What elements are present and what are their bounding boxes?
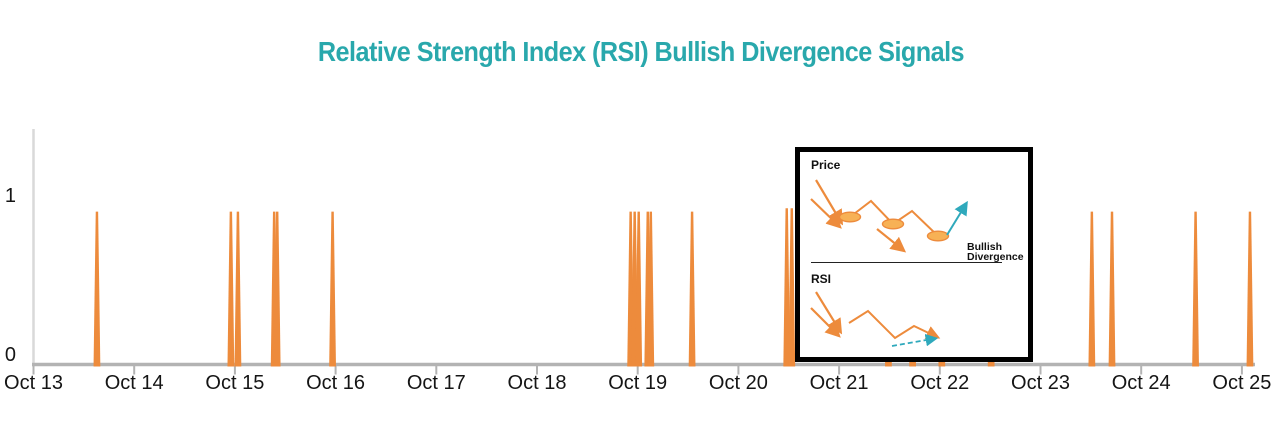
x-tick-label: Oct 17	[406, 372, 466, 394]
price-breakout-arrow	[946, 200, 968, 236]
inset-svg: Price Bullish Divergence RSI	[810, 158, 1024, 347]
signal-spike	[329, 211, 336, 367]
signal-spike	[234, 211, 242, 367]
x-tick-label: Oct 21	[809, 372, 869, 394]
signal-spike	[783, 208, 791, 367]
signal-spike	[1108, 211, 1116, 367]
signal-spike	[635, 211, 643, 367]
x-tick-label: Oct 15	[205, 372, 265, 394]
x-tick-label: Oct 19	[608, 372, 668, 394]
y-tick-label: 0	[4, 344, 16, 366]
signal-spike	[1246, 211, 1254, 367]
signal-spike	[227, 211, 235, 367]
signal-spike	[1192, 211, 1199, 367]
y-tick-label: 1	[4, 185, 16, 207]
price-zigzag-line	[849, 199, 939, 237]
x-tick-label: Oct 25	[1212, 372, 1272, 394]
bullish-divergence-inset: Price Bullish Divergence RSI	[795, 147, 1033, 362]
rsi-momentum-arrow-2	[810, 307, 841, 338]
price-momentum-arrow-3	[876, 228, 907, 253]
divergence-ellipse-2	[881, 218, 905, 230]
divergence-ellipse-3	[926, 230, 950, 242]
bullish-divergence-label-line1: Bullish	[967, 241, 1002, 253]
signal-spike	[93, 211, 101, 367]
x-tick-label: Oct 22	[910, 372, 970, 394]
signal-spike	[788, 208, 796, 367]
bullish-divergence-label-line2: Divergence	[967, 251, 1024, 263]
price-momentum-arrow-2	[810, 198, 842, 229]
signal-spike	[688, 211, 696, 367]
x-tick-label: Oct 18	[507, 372, 567, 394]
signal-spike	[273, 211, 281, 367]
signal-spike	[647, 211, 655, 367]
x-tick-label: Oct 23	[1011, 372, 1070, 394]
x-tick-label: Oct 24	[1111, 372, 1171, 394]
divergence-ellipse-1	[838, 211, 862, 223]
rsi-label: RSI	[811, 272, 831, 286]
chart-title: Relative Strength Index (RSI) Bullish Di…	[0, 36, 1281, 68]
x-tick-label: Oct 14	[104, 372, 164, 394]
signal-spike	[1088, 211, 1096, 367]
rsi-higher-low-trend-arrow	[891, 333, 939, 347]
x-tick-label: Oct 16	[306, 372, 366, 394]
x-tick-label: Oct 13	[4, 372, 63, 394]
rsi-zigzag-line	[848, 309, 941, 340]
price-label: Price	[811, 158, 841, 172]
chart-title-text: Relative Strength Index (RSI) Bullish Di…	[317, 36, 964, 67]
x-tick-label: Oct 20	[708, 372, 768, 394]
